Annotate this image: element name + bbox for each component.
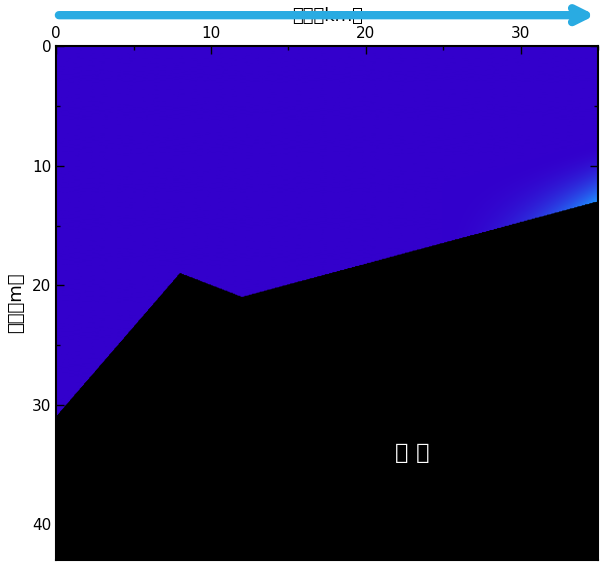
Text: 海 底: 海 底 <box>395 442 430 463</box>
Y-axis label: 水深（m）: 水深（m） <box>7 273 25 333</box>
Polygon shape <box>56 202 598 560</box>
X-axis label: 距離（km）: 距離（km） <box>292 7 362 25</box>
